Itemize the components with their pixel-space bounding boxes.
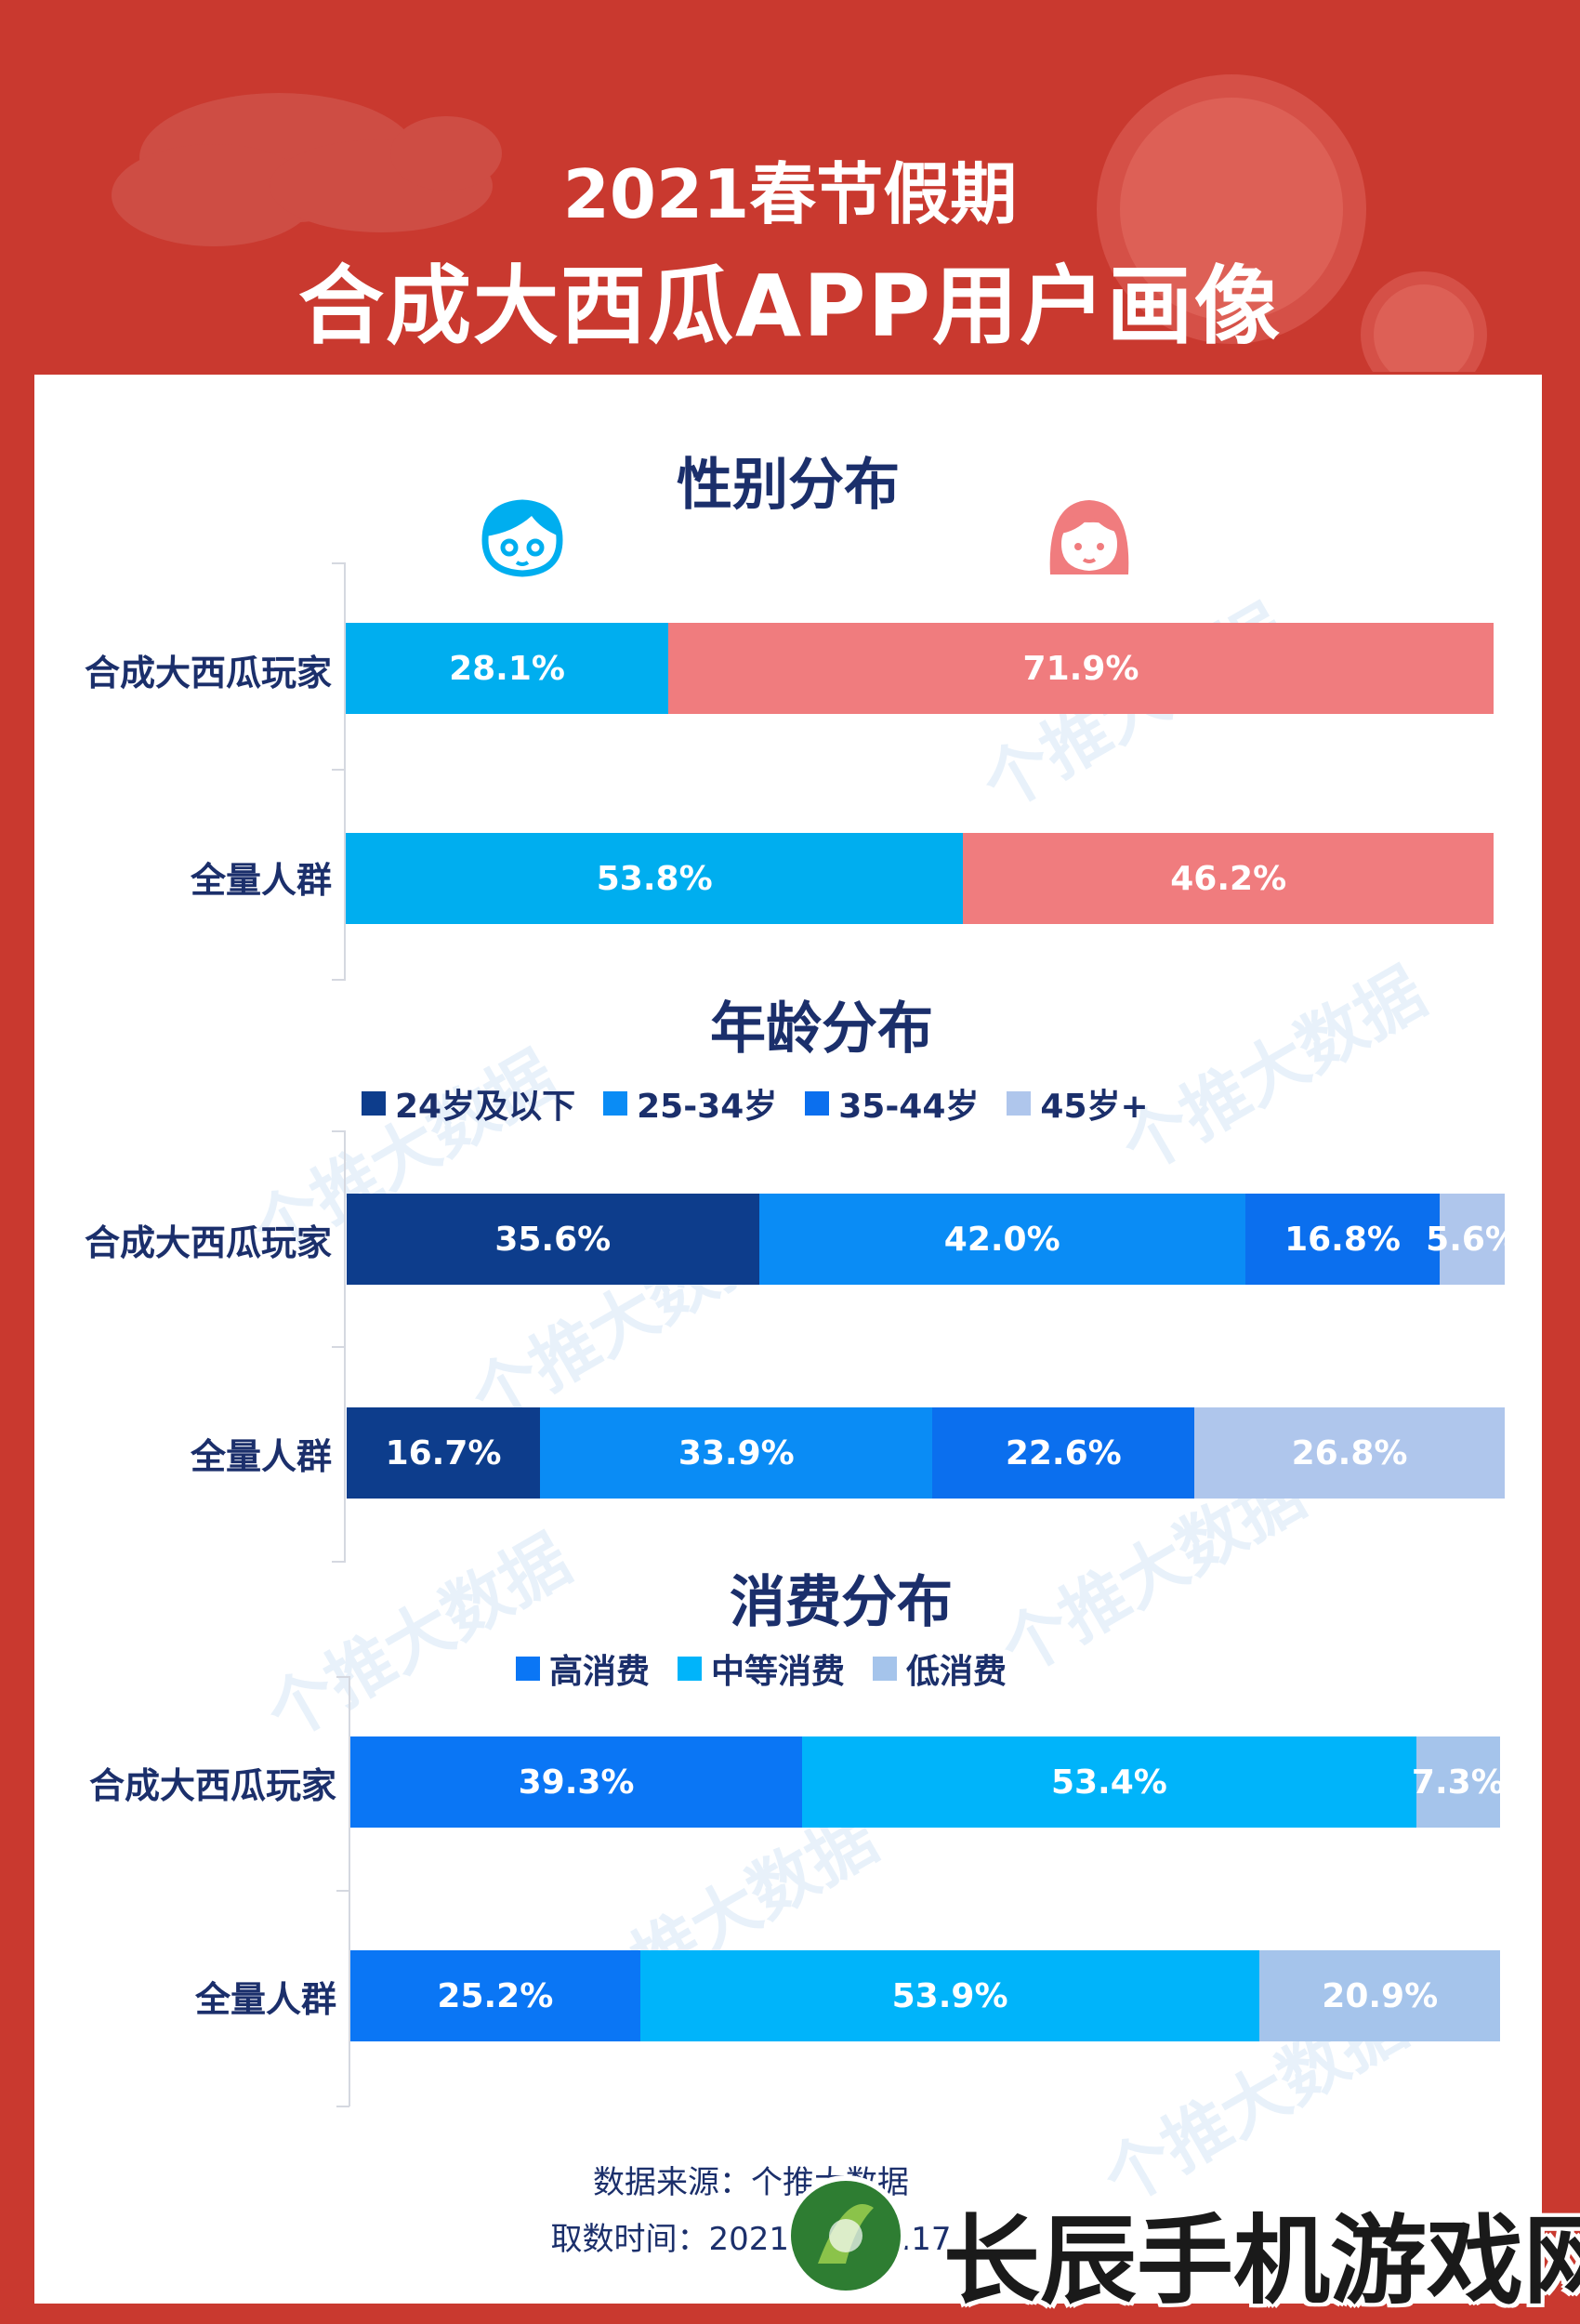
age-bar-segment: 26.8% [1194, 1407, 1505, 1499]
gender-bar-all: 53.8% 46.2% [346, 833, 1494, 924]
age-axis-line [344, 1130, 346, 1563]
gender-row-label: 全量人群 [190, 860, 332, 901]
spend-bar-segment: 53.9% [639, 1950, 1260, 2041]
legend-label: 45岁+ [1040, 1088, 1149, 1126]
age-bar-all: 16.7% 33.9% 22.6% 26.8% [347, 1407, 1505, 1499]
spend-axis-tick [336, 1676, 349, 1678]
gender-section-title: 性别分布 [677, 453, 900, 518]
content-panel: 个推大数据 个推大数据 个推大数据 个推大数据 个推大数据 个推大数据 个推大数… [34, 375, 1542, 2304]
title-line-1: 2021春节假期 [562, 155, 1018, 233]
age-axis-tick [332, 1346, 345, 1348]
spend-axis-tick [336, 2106, 349, 2107]
age-bar-segment: 16.7% [347, 1407, 541, 1499]
spend-bar-segment: 39.3% [350, 1736, 803, 1828]
gender-bar-segment: 46.2% [963, 833, 1494, 924]
gender-bar-players: 28.1% 71.9% [346, 623, 1494, 714]
legend-item: 中等消费 [678, 1644, 845, 1693]
legend-label: 低消费 [906, 1653, 1007, 1691]
brand-text: 长辰手机游戏网 [943, 2204, 1580, 2317]
legend-item: 低消费 [873, 1644, 1007, 1693]
age-bar-players: 35.6%42.0%16.8%5.6% [347, 1194, 1505, 1285]
legend-label: 高消费 [549, 1653, 651, 1691]
spend-axis-tick [336, 1890, 349, 1892]
spend-bar-segment: 53.4% [802, 1736, 1416, 1828]
girl-face-icon [1049, 500, 1129, 574]
gender-bar-segment: 71.9% [668, 623, 1494, 714]
legend-item: 45岁+ [1007, 1079, 1149, 1128]
legend-item: 24岁及以下 [362, 1079, 575, 1128]
legend-label: 中等消费 [711, 1653, 846, 1691]
gender-axis-tick [332, 769, 345, 771]
spend-bar-segment: 25.2% [350, 1950, 640, 2041]
gender-bar-segment: 28.1% [346, 623, 669, 714]
watermark-text: 个推大数据 [1109, 952, 1439, 1188]
spend-legend: 高消费 中等消费 低消费 [516, 1644, 1007, 1693]
age-bar-segment: 5.6% [1426, 1194, 1505, 1285]
age-row-label: 全量人群 [190, 1436, 332, 1477]
watermelon-circle-decoration [1097, 74, 1487, 372]
brand-logo-icon [785, 2175, 906, 2296]
gender-axis-line [344, 562, 346, 981]
age-bar-segment: 22.6% [932, 1407, 1195, 1499]
gender-row-label: 合成大西瓜玩家 [84, 653, 332, 693]
age-bar-segment: 16.8% [1244, 1194, 1441, 1285]
legend-label: 35-44岁 [838, 1088, 980, 1126]
gender-axis-tick [332, 979, 345, 981]
legend-swatch [362, 1091, 386, 1116]
spend-bar-players: 39.3% 53.4% 7.3% [350, 1736, 1500, 1828]
spend-bar-all: 25.2% 53.9% 20.9% [350, 1950, 1500, 2041]
age-bar-segment: 42.0% [758, 1194, 1245, 1285]
age-legend: 24岁及以下 25-34岁 35-44岁 45岁+ [362, 1079, 1149, 1128]
spend-row-label: 合成大西瓜玩家 [88, 1765, 336, 1806]
legend-item: 35-44岁 [805, 1079, 979, 1128]
age-bar-segment: 35.6% [347, 1194, 759, 1285]
legend-swatch [678, 1657, 703, 1681]
legend-swatch [603, 1091, 628, 1116]
legend-swatch [1007, 1091, 1032, 1116]
header-decoration [112, 74, 1487, 372]
gender-axis-tick [332, 562, 345, 564]
spend-bar-segment: 20.9% [1259, 1950, 1500, 2041]
age-section-title: 年龄分布 [710, 997, 933, 1062]
spend-axis-line [349, 1676, 350, 2106]
age-row-label: 合成大西瓜玩家 [84, 1222, 332, 1263]
boy-face-icon [481, 499, 563, 577]
site-brand-watermark: 长辰手机游戏网 [781, 2161, 1580, 2317]
age-bar-segment: 33.9% [540, 1407, 933, 1499]
age-axis-tick [332, 1561, 345, 1563]
legend-label: 25-34岁 [637, 1088, 778, 1126]
spend-row-label: 全量人群 [194, 1979, 336, 2020]
legend-label: 24岁及以下 [395, 1088, 576, 1126]
legend-swatch [516, 1657, 540, 1681]
legend-item: 25-34岁 [603, 1079, 777, 1128]
age-axis-tick [332, 1130, 345, 1132]
legend-swatch [873, 1657, 898, 1681]
legend-swatch [805, 1091, 830, 1116]
legend-item: 高消费 [516, 1644, 650, 1693]
title-line-2: 合成大西瓜APP用户画像 [297, 257, 1283, 356]
cloud-decoration [112, 93, 502, 246]
gender-bar-segment: 53.8% [346, 833, 964, 924]
spend-bar-segment: 7.3% [1412, 1736, 1500, 1828]
spend-section-title: 消费分布 [730, 1570, 953, 1635]
